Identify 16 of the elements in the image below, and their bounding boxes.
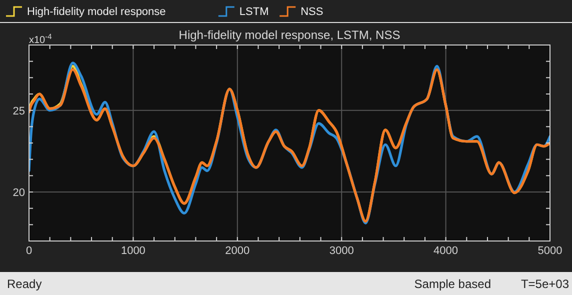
- text: Sample based: [414, 277, 491, 291]
- x-tick-label: 4000: [434, 245, 458, 257]
- y-tick-label: 20: [12, 187, 25, 199]
- text: T=5e+03: [520, 277, 570, 291]
- annotation: x10$^{-4}$: [29, 32, 52, 46]
- legend-label: NSS: [300, 6, 324, 18]
- legend-label: High-fidelity model response: [27, 6, 166, 18]
- x-tick-label: 1000: [120, 245, 146, 257]
- y-tick-label: 25: [12, 105, 25, 118]
- x-tick-label: 0: [26, 245, 32, 257]
- x-tick-label: 5000: [538, 245, 562, 257]
- chart-title: High-fidelity model response, LSTM, NSS: [178, 28, 400, 42]
- legend-label: LSTM: [239, 6, 269, 18]
- text: Ready: [7, 277, 42, 291]
- x-tick-label: 3000: [329, 245, 354, 257]
- x-tick-label: 2000: [225, 245, 250, 257]
